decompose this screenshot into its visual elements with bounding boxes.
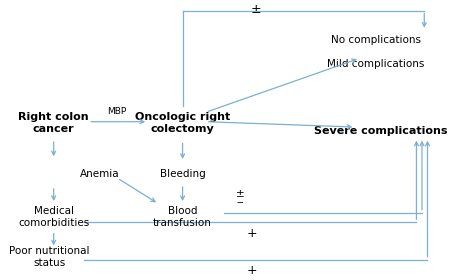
Text: ±
‒: ± ‒ (236, 189, 245, 207)
Text: +: + (246, 227, 257, 240)
Text: MBP: MBP (108, 106, 127, 116)
Text: Severe complications: Severe complications (314, 126, 447, 136)
Text: Blood
transfusion: Blood transfusion (153, 206, 212, 228)
Text: Poor nutritional
status: Poor nutritional status (9, 246, 89, 268)
Text: Medical
comorbidities: Medical comorbidities (18, 206, 89, 228)
Text: +: + (246, 265, 257, 277)
Text: No complications: No complications (331, 35, 421, 45)
Text: Right colon
cancer: Right colon cancer (18, 112, 89, 134)
Text: Anemia: Anemia (80, 169, 119, 179)
Text: ±: ± (251, 3, 262, 16)
Text: Mild complications: Mild complications (327, 59, 425, 69)
Text: Oncologic right
colectomy: Oncologic right colectomy (135, 112, 230, 134)
Text: Bleeding: Bleeding (160, 169, 205, 179)
